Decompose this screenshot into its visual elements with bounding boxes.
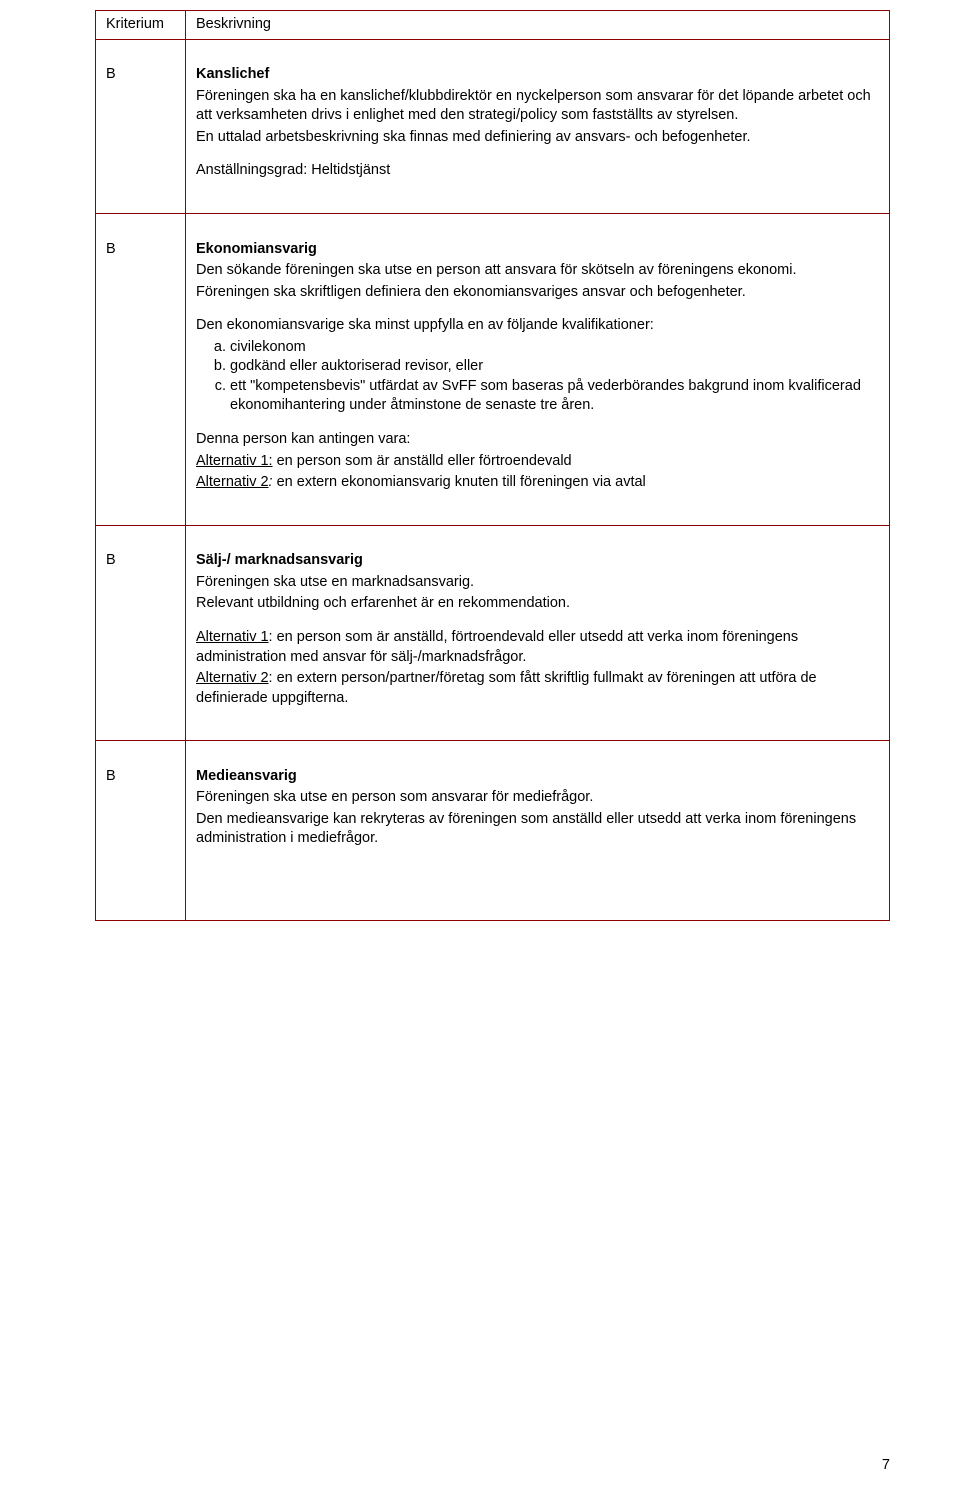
alternative-line: Alternativ 1: en person som är anställd,…: [196, 628, 879, 667]
paragraph: En uttalad arbetsbeskrivning ska finnas …: [196, 128, 879, 148]
kriterium-cell: B: [96, 213, 186, 525]
alternative-text: en extern ekonomiansvarig knuten till fö…: [273, 474, 646, 490]
paragraph: Den ekonomiansvarige ska minst uppfylla …: [196, 316, 879, 336]
list-item: godkänd eller auktoriserad revisor, elle…: [230, 357, 879, 377]
kriterium-cell: B: [96, 525, 186, 741]
section-title: Medieansvarig: [196, 767, 879, 787]
beskrivning-cell: Medieansvarig Föreningen ska utse en per…: [186, 741, 890, 921]
kriterium-value: B: [106, 552, 116, 568]
table-header-row: Kriterium Beskrivning: [96, 11, 890, 40]
paragraph: Anställningsgrad: Heltidstjänst: [196, 161, 879, 181]
page: Kriterium Beskrivning B Kanslichef Fören…: [0, 0, 960, 1506]
beskrivning-cell: Sälj-/ marknadsansvarig Föreningen ska u…: [186, 525, 890, 741]
table-row: B Ekonomiansvarig Den sökande föreningen…: [96, 213, 890, 525]
kriterium-cell: B: [96, 39, 186, 213]
table-row: B Kanslichef Föreningen ska ha en kansli…: [96, 39, 890, 213]
paragraph: Den medieansvarige kan rekryteras av för…: [196, 810, 879, 849]
criteria-table: Kriterium Beskrivning B Kanslichef Fören…: [95, 10, 890, 921]
list-item: ett "kompetensbevis" utfärdat av SvFF so…: [230, 377, 879, 416]
paragraph: Föreningen ska ha en kanslichef/klubbdir…: [196, 87, 879, 126]
alternative-line: Alternativ 2: en extern ekonomiansvarig …: [196, 473, 879, 493]
kriterium-value: B: [106, 241, 116, 257]
alternative-line: Alternativ 1: en person som är anställd …: [196, 452, 879, 472]
paragraph: Denna person kan antingen vara:: [196, 430, 879, 450]
alternative-label: Alternativ 2: [196, 670, 269, 686]
paragraph: Föreningen ska skriftligen definiera den…: [196, 283, 879, 303]
paragraph: Föreningen ska utse en person som ansvar…: [196, 788, 879, 808]
col-header-beskrivning: Beskrivning: [186, 11, 890, 40]
section-title: Kanslichef: [196, 65, 879, 85]
table-row: B Medieansvarig Föreningen ska utse en p…: [96, 741, 890, 921]
kriterium-value: B: [106, 66, 116, 82]
paragraph: Relevant utbildning och erfarenhet är en…: [196, 594, 879, 614]
table-row: B Sälj-/ marknadsansvarig Föreningen ska…: [96, 525, 890, 741]
page-number: 7: [882, 1456, 890, 1476]
alternative-text: : en person som är anställd, förtroendev…: [196, 629, 798, 665]
kriterium-value: B: [106, 768, 116, 784]
list-item: civilekonom: [230, 338, 879, 358]
section-title: Sälj-/ marknadsansvarig: [196, 551, 879, 571]
alternative-label: Alternativ 2: [196, 474, 269, 490]
section-title: Ekonomiansvarig: [196, 240, 879, 260]
kriterium-cell: B: [96, 741, 186, 921]
alternative-label: Alternativ 1: [196, 629, 269, 645]
alternative-text: : en extern person/partner/företag som f…: [196, 670, 817, 706]
alternative-label: Alternativ 1:: [196, 453, 273, 469]
col-header-kriterium: Kriterium: [96, 11, 186, 40]
alternative-text: en person som är anställd eller förtroen…: [273, 453, 572, 469]
beskrivning-cell: Ekonomiansvarig Den sökande föreningen s…: [186, 213, 890, 525]
paragraph: Den sökande föreningen ska utse en perso…: [196, 261, 879, 281]
qualification-list: civilekonom godkänd eller auktoriserad r…: [206, 338, 879, 416]
alternative-line: Alternativ 2: en extern person/partner/f…: [196, 669, 879, 708]
paragraph: Föreningen ska utse en marknadsansvarig.: [196, 573, 879, 593]
beskrivning-cell: Kanslichef Föreningen ska ha en kanslich…: [186, 39, 890, 213]
